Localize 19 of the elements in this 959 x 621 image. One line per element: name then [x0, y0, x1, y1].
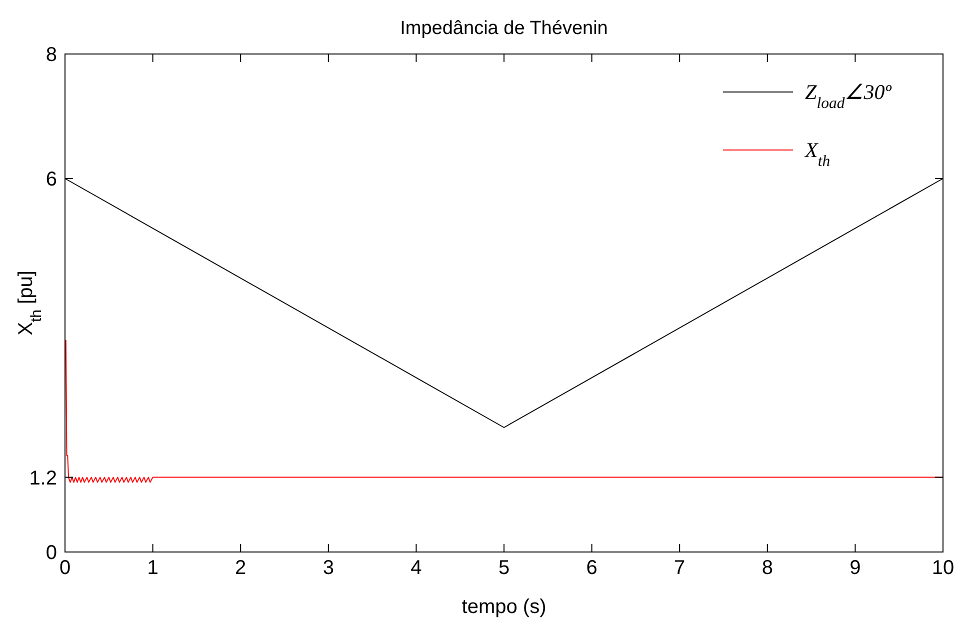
x-tick-label: 1 — [147, 557, 158, 579]
chart-title: Impedância de Thévenin — [400, 18, 608, 39]
y-tick-label: 1.2 — [29, 467, 57, 490]
x-tick-label: 0 — [59, 557, 71, 579]
x-tick-label: 9 — [850, 557, 861, 579]
x-tick-label: 7 — [674, 557, 686, 579]
y-tick-label: 0 — [46, 542, 57, 564]
x-tick-label: 3 — [322, 557, 334, 579]
x-tick-label: 10 — [932, 557, 954, 579]
x-tick-label: 8 — [762, 557, 773, 579]
y-tick-label: 6 — [46, 168, 57, 190]
x-tick-label: 2 — [235, 557, 246, 579]
x-tick-label: 5 — [498, 557, 510, 579]
x-tick-label: 4 — [410, 557, 422, 579]
y-tick-label: 8 — [46, 44, 57, 66]
x-axis-title: tempo (s) — [462, 596, 546, 618]
legend-label: X$_{th}$ — [804, 138, 830, 170]
x-tick-label: 6 — [586, 557, 598, 579]
legend-label: Z$_{load}$∠30º — [805, 80, 892, 112]
